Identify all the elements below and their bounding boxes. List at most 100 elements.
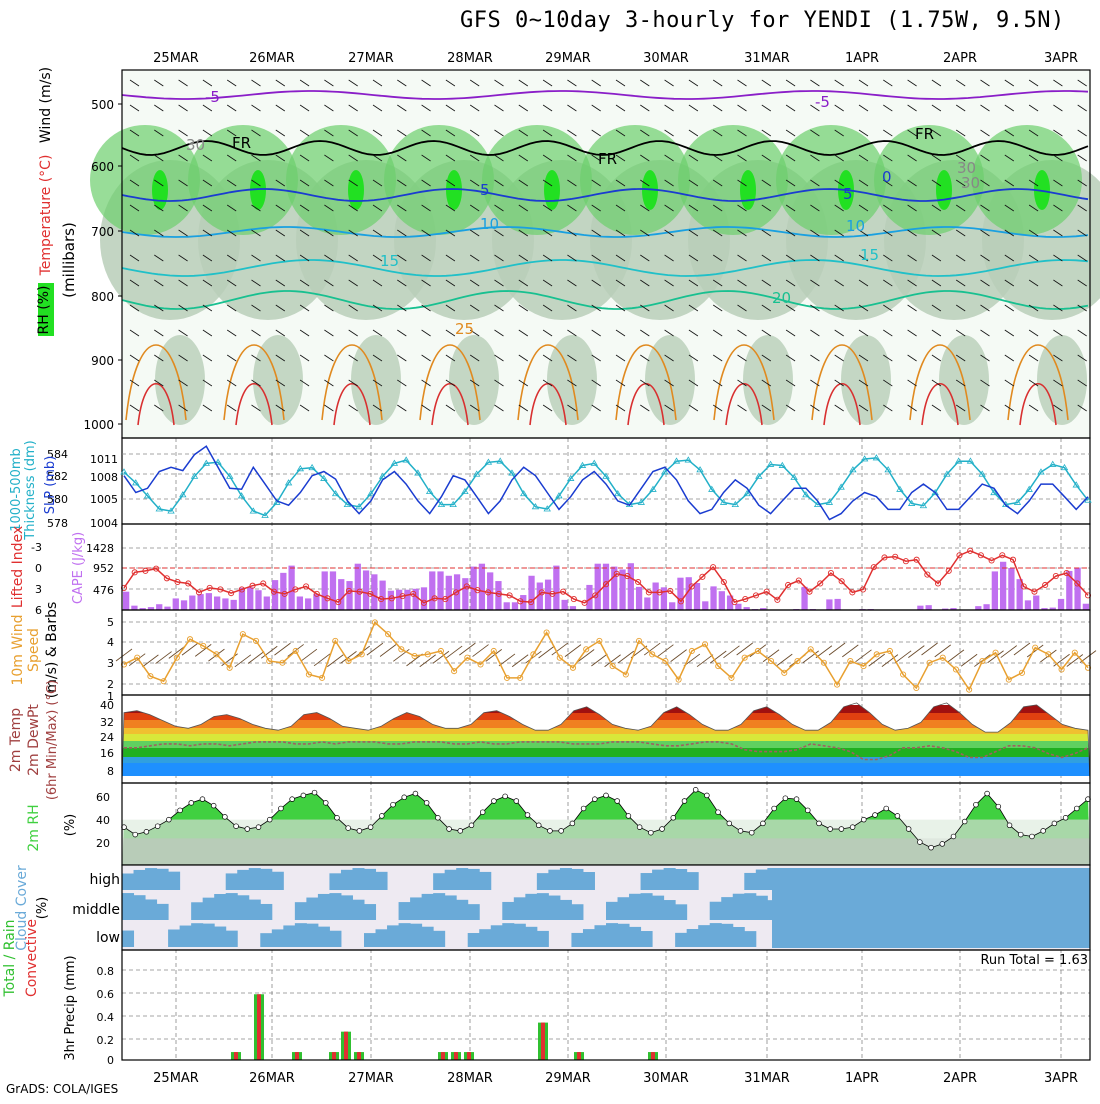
rh2m-point	[267, 817, 272, 822]
cape-bar	[189, 596, 195, 610]
cloud-cell	[479, 872, 491, 890]
slp-tick-1011: 1011	[90, 453, 118, 466]
cape-bar	[437, 571, 443, 610]
cape-bar	[330, 571, 336, 610]
cape-bar	[677, 578, 683, 610]
cloud-cell	[306, 898, 318, 920]
rh2m-point	[794, 797, 799, 802]
cloud-cell	[583, 929, 595, 947]
cloud-cell	[664, 868, 676, 890]
precip-unit-label: 3hr Precip (mm)	[63, 955, 78, 1060]
cloud-cell	[571, 869, 583, 890]
wind-tick-5: 5	[107, 616, 114, 629]
rh2m-point	[940, 842, 945, 847]
cloud-cell	[364, 869, 376, 890]
cloud-cell	[571, 933, 583, 947]
top-date-28MAR: 28MAR	[447, 51, 493, 66]
cloud-cell	[145, 899, 157, 920]
cloud-cell	[318, 927, 330, 947]
top-date-27MAR: 27MAR	[348, 51, 394, 66]
rh2m-point	[906, 827, 911, 832]
wind-barb-10m	[367, 643, 383, 655]
contour-label-10: 15	[380, 252, 399, 270]
cloud-cell	[618, 897, 630, 920]
rh2m-point	[581, 806, 586, 811]
cape-bar	[553, 566, 559, 610]
temp-band-2	[122, 748, 1090, 757]
rh2m-point	[211, 803, 216, 808]
cape-bar	[595, 564, 601, 610]
cloud-cell	[191, 923, 203, 947]
cape-bar	[702, 601, 708, 610]
cloud-cell	[606, 923, 618, 947]
cloud-cell	[433, 873, 445, 890]
bottom-date-29MAR: 29MAR	[545, 1071, 591, 1086]
rh2m-band-high	[122, 783, 1090, 820]
cloud-cell	[687, 872, 699, 890]
cloud-cell	[260, 904, 272, 920]
slp-tick-1005: 1005	[90, 493, 118, 506]
wind-barb-10m	[222, 654, 238, 666]
cape-tick-1428: 1428	[86, 542, 114, 555]
cloud-cell	[675, 933, 687, 947]
cape-bar	[1000, 562, 1006, 610]
cape-bar	[231, 600, 237, 610]
wind-barb-10m	[1014, 643, 1030, 655]
cape-bar	[561, 600, 567, 610]
cape-bar	[363, 570, 369, 610]
cloud-cell	[249, 868, 261, 890]
top-date-26MAR: 26MAR	[249, 51, 295, 66]
contour-label-13: 25	[455, 320, 474, 338]
rh2m-point	[1007, 823, 1012, 828]
wind-barb-10m	[393, 649, 409, 661]
li-tick-6: 6	[35, 604, 42, 617]
wind-barb-10m	[565, 645, 581, 657]
rh2m-unit-label: (%)	[63, 814, 78, 837]
rh2m-point	[805, 808, 810, 813]
rh2m-point	[144, 829, 149, 834]
wind-barb-10m	[274, 643, 290, 655]
cloud-cell	[226, 931, 238, 947]
cape-bar	[826, 599, 832, 610]
cloud-cell	[514, 924, 526, 947]
cloud-cell	[502, 902, 514, 920]
cape-bar	[156, 604, 162, 610]
precip-tick-0: 0	[107, 1054, 114, 1067]
rh-green-blob-0	[90, 125, 200, 235]
pressure-tick-600: 600	[91, 160, 114, 174]
cloud-cell	[168, 872, 180, 890]
wind-barb-10m	[1054, 654, 1070, 666]
cape-bar	[322, 571, 328, 610]
precip-tick-0.4: 0.4	[97, 1011, 115, 1024]
precip-tick-0.2: 0.2	[97, 1034, 115, 1047]
wind-barb-10m	[591, 654, 607, 666]
cloud-level-middle: middle	[72, 902, 120, 918]
rh2m-point	[1041, 828, 1046, 833]
thickness-axis-label-1: 1000-500mb	[9, 448, 24, 532]
rh2m-point	[1018, 832, 1023, 837]
rh2m-point	[368, 825, 373, 830]
cloud-cell	[594, 925, 606, 947]
cloud-cell	[237, 895, 249, 920]
precip-convective-bar	[357, 1052, 361, 1060]
wind-barb-10m	[948, 650, 964, 662]
rh-green-blob-7	[776, 125, 886, 235]
temp-axis-label-3: (6hr Min/Max) (°C)	[45, 680, 60, 800]
cloud-cell	[675, 904, 687, 920]
contour-label-9: 10	[846, 217, 865, 235]
contour-label-5: 0	[882, 168, 892, 186]
cloud-cell	[422, 927, 434, 947]
cloud-cell	[283, 925, 295, 947]
cape-bar	[1074, 568, 1080, 610]
cloud-cell	[376, 872, 388, 890]
precip-tick-0.8: 0.8	[97, 965, 115, 978]
cloud-cell	[664, 900, 676, 920]
cape-bar	[694, 583, 700, 610]
rh2m-point	[783, 796, 788, 801]
cloud-cell	[618, 924, 630, 947]
cape-bar	[181, 600, 187, 610]
chart-title: GFS 0~10day 3-hourly for YENDI (1.75W, 9…	[460, 8, 1065, 33]
wind-axis-label-2: Speed	[26, 628, 42, 672]
cloud-cell	[525, 927, 537, 947]
contour-label-8: 10	[480, 215, 499, 233]
